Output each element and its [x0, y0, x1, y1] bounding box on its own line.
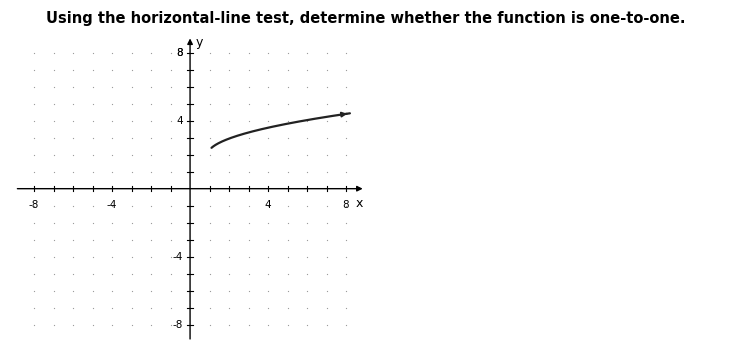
Text: 8: 8: [343, 200, 349, 210]
Text: 4: 4: [265, 200, 271, 210]
Text: 8: 8: [177, 48, 183, 58]
Text: -4: -4: [173, 252, 183, 262]
Text: -8: -8: [29, 200, 39, 210]
Text: y: y: [196, 36, 203, 49]
Text: -8: -8: [173, 320, 183, 330]
Text: 8: 8: [177, 48, 183, 58]
Text: -4: -4: [107, 200, 117, 210]
Text: x: x: [356, 197, 363, 210]
Text: 4: 4: [177, 116, 183, 126]
Text: Using the horizontal-line test, determine whether the function is one-to-one.: Using the horizontal-line test, determin…: [46, 11, 685, 26]
